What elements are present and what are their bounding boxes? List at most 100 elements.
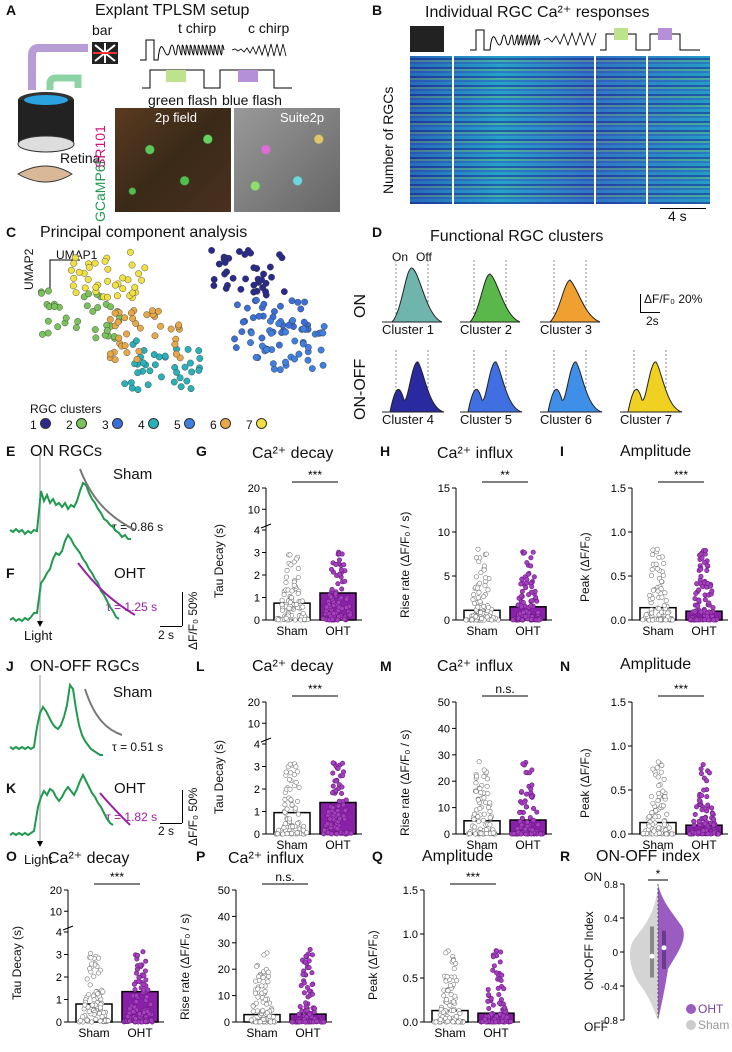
data-point [654,546,660,552]
row-label-on-off: ON-OFF [352,358,369,420]
data-point [340,813,346,819]
data-point [453,960,459,966]
b-scale-bar [660,208,706,209]
data-point [143,977,149,983]
scatter-point [276,366,284,374]
suite2p-image [234,108,340,212]
data-point [324,604,330,610]
scatter-point [119,274,127,282]
scatter-point [173,369,180,376]
data-point [486,992,492,998]
data-point [519,617,525,623]
cluster-traces [382,260,683,413]
data-point [333,562,339,568]
data-point [337,571,343,577]
data-point [86,1009,92,1015]
data-point [96,955,102,961]
scatter-point [277,302,284,310]
scatter-point [300,318,308,326]
data-point [144,994,150,1000]
y-tick-label: 1 [56,995,62,1007]
panel-letter-n: N [560,658,571,674]
scatter-point [253,296,260,304]
y-tick-label: 3 [254,548,260,560]
data-point [82,1002,88,1008]
r-violin-chart: -0.8 -0.4 0 0.4 0.8 * [601,867,684,1027]
data-point [476,589,482,595]
data-point [533,594,539,600]
data-point [333,788,339,794]
data-point [339,784,345,790]
data-point [490,830,496,836]
data-point [701,787,707,793]
data-point [653,561,659,567]
y-tick-label: 10 [438,527,450,539]
data-point [302,959,308,965]
f-scale-bar-x [160,626,182,627]
legend-label: 6 [210,418,221,432]
g-chart: 0 1 2 3 4 10 20 Sham OHT *** [248,468,362,638]
y-tick-label: 10 [50,906,62,918]
x-tick-label: OHT [295,1026,321,1040]
d-scale-bar-x [640,312,660,313]
cluster-label: Cluster 7 [620,412,673,427]
data-point [535,609,541,615]
data-point [441,993,447,999]
r-y-label: ON-OFF Index [582,911,596,990]
panel-l-title: Ca²⁺ decay [252,658,334,675]
data-point [133,993,139,999]
umap2-label: UMAP2 [22,248,36,290]
data-point [487,808,493,814]
data-point [529,782,535,788]
data-point [457,1010,463,1016]
l-chart: 0 1 2 3 4 10 20 Sham OHT *** [248,682,362,852]
data-point [295,566,301,572]
scatter-point [247,339,254,347]
f-scale-y-label: ΔF/F₀ 50% [186,591,200,650]
data-point [333,591,339,597]
data-point [655,798,661,804]
scatter-point [106,315,114,323]
data-point [312,1006,318,1012]
data-point [296,785,302,791]
scatter-point [51,303,58,311]
data-point [143,958,149,964]
data-point [483,551,489,557]
data-point [477,805,483,811]
data-point [511,831,517,837]
data-point [342,578,348,584]
data-point [649,810,655,816]
data-point [520,599,526,605]
legend-label: 1 [30,418,41,432]
scatter-point [103,327,111,334]
legend-dot [256,418,268,429]
scatter-point [133,355,141,363]
data-point [532,588,538,594]
data-point [660,572,666,578]
bar-stimulus-icon [92,42,118,64]
data-point [338,595,344,601]
scatter-point [127,248,134,256]
data-point [528,603,534,609]
data-point [477,580,483,586]
data-point [658,769,664,775]
data-point [448,983,454,989]
data-point [301,980,307,986]
scatter-point [158,373,165,381]
data-point [527,815,533,821]
data-point [283,615,289,621]
data-point [260,974,266,980]
data-point [88,950,94,956]
data-point [467,831,473,837]
scatter-point [127,379,135,387]
data-point [699,793,705,799]
data-point [433,1019,439,1025]
data-point [698,573,704,579]
row-label-on: ON [352,294,369,318]
y-tick-label: 4 [254,739,260,751]
cluster-label: Cluster 3 [540,322,593,337]
legend-item: 1 [30,418,52,432]
k-condition: OHT [114,780,146,797]
x-tick-label: OHT [691,624,717,638]
data-point [493,1019,499,1025]
